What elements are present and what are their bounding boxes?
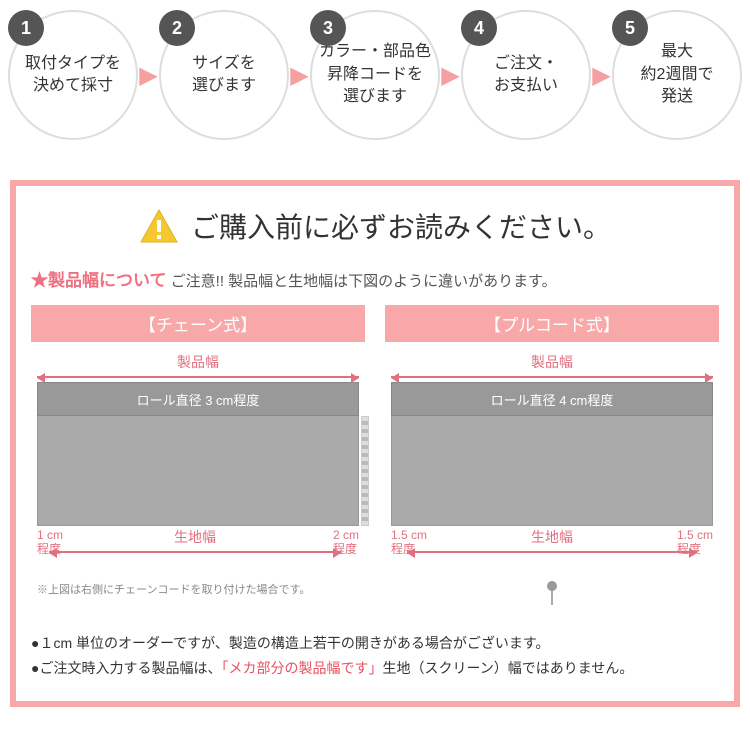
step-1: 1 取付タイプを 決めて採寸 <box>8 10 138 140</box>
diagram-body: 製品幅 ロール直径 4 cm程度 1.5 cm 程度 1.5 cm 程度 生地幅 <box>385 342 719 611</box>
diagram-header: 【チェーン式】 <box>31 305 365 342</box>
arrow-icon: ▶ <box>441 61 459 90</box>
step-text: ご注文・ お支払い <box>488 53 564 98</box>
fabric-width-label: 生地幅 <box>407 527 697 547</box>
bullet-2-highlight: 「メカ部分の製品幅です」 <box>221 660 382 676</box>
star-label: ★製品幅について <box>31 271 167 290</box>
bullet-2: ●ご注文時入力する製品幅は、「メカ部分の製品幅です」生地（スクリーン）幅ではあり… <box>31 656 719 681</box>
warning-icon <box>139 208 179 244</box>
step-2: 2 サイズを 選びます <box>159 10 289 140</box>
pullcord-icon <box>551 581 553 605</box>
width-arrow <box>391 376 713 378</box>
bullet-notes: ●１cm 単位のオーダーですが、製造の構造上若干の開きがある場合がございます。 … <box>31 631 719 681</box>
steps-row: 1 取付タイプを 決めて採寸 ▶ 2 サイズを 選びます ▶ 3 カラー・部品色… <box>0 0 750 150</box>
step-num: 3 <box>310 10 346 46</box>
step-text: サイズを 選びます <box>186 53 262 98</box>
diagram-body: 製品幅 ロール直径 3 cm程度 1 cm 程度 2 cm 程度 生地幅 ※上図… <box>31 342 365 603</box>
product-width-label: 製品幅 <box>37 352 359 372</box>
step-num: 1 <box>8 10 44 46</box>
diagram-note: ※上図は右側にチェーンコードを取り付けた場合です。 <box>37 581 359 597</box>
step-4: 4 ご注文・ お支払い <box>461 10 591 140</box>
diagram-header: 【プルコード式】 <box>385 305 719 342</box>
step-num: 4 <box>461 10 497 46</box>
step-text: 最大 約2週間で 発送 <box>635 41 720 108</box>
step-num: 5 <box>612 10 648 46</box>
bullet-1: ●１cm 単位のオーダーですが、製造の構造上若干の開きがある場合がございます。 <box>31 631 719 656</box>
step-5: 5 最大 約2週間で 発送 <box>612 10 742 140</box>
diagram-pullcord: 【プルコード式】 製品幅 ロール直径 4 cm程度 1.5 cm 程度 1.5 … <box>385 305 719 611</box>
step-text: 取付タイプを 決めて採寸 <box>19 53 127 98</box>
fabric-width-label: 生地幅 <box>49 527 341 547</box>
step-num: 2 <box>159 10 195 46</box>
fabric-arrow <box>407 551 697 553</box>
shade-body <box>391 416 713 526</box>
diagrams-row: 【チェーン式】 製品幅 ロール直径 3 cm程度 1 cm 程度 2 cm 程度… <box>31 305 719 611</box>
diagram-chain: 【チェーン式】 製品幅 ロール直径 3 cm程度 1 cm 程度 2 cm 程度… <box>31 305 365 611</box>
notice-title: ご購入前に必ずお読みください。 <box>31 206 719 246</box>
notice-box: ご購入前に必ずお読みください。 ★製品幅について ご注意!! 製品幅と生地幅は下… <box>10 180 740 707</box>
notice-title-text: ご購入前に必ずお読みください。 <box>191 206 611 246</box>
arrow-icon: ▶ <box>592 61 610 90</box>
section-title: ★製品幅について ご注意!! 製品幅と生地幅は下図のように違いがあります。 <box>31 266 719 291</box>
bullet-2-post: 生地（スクリーン）幅ではありません。 <box>382 660 633 676</box>
roll-text: ロール直径 4 cm程度 <box>391 382 713 416</box>
product-width-label: 製品幅 <box>391 352 713 372</box>
section-note: ご注意!! 製品幅と生地幅は下図のように違いがあります。 <box>171 273 557 290</box>
chain-icon <box>361 416 369 526</box>
width-arrow <box>37 376 359 378</box>
step-3: 3 カラー・部品色 昇降コードを 選びます <box>310 10 440 140</box>
shade-body <box>37 416 359 526</box>
step-text: カラー・部品色 昇降コードを 選びます <box>313 41 437 108</box>
roll-text: ロール直径 3 cm程度 <box>37 382 359 416</box>
fabric-arrow <box>49 551 341 553</box>
shade-illustration: ロール直径 4 cm程度 <box>391 382 713 526</box>
arrow-icon: ▶ <box>290 61 308 90</box>
bullet-2-pre: ●ご注文時入力する製品幅は、 <box>31 660 221 676</box>
arrow-icon: ▶ <box>139 61 157 90</box>
shade-illustration: ロール直径 3 cm程度 <box>37 382 359 526</box>
